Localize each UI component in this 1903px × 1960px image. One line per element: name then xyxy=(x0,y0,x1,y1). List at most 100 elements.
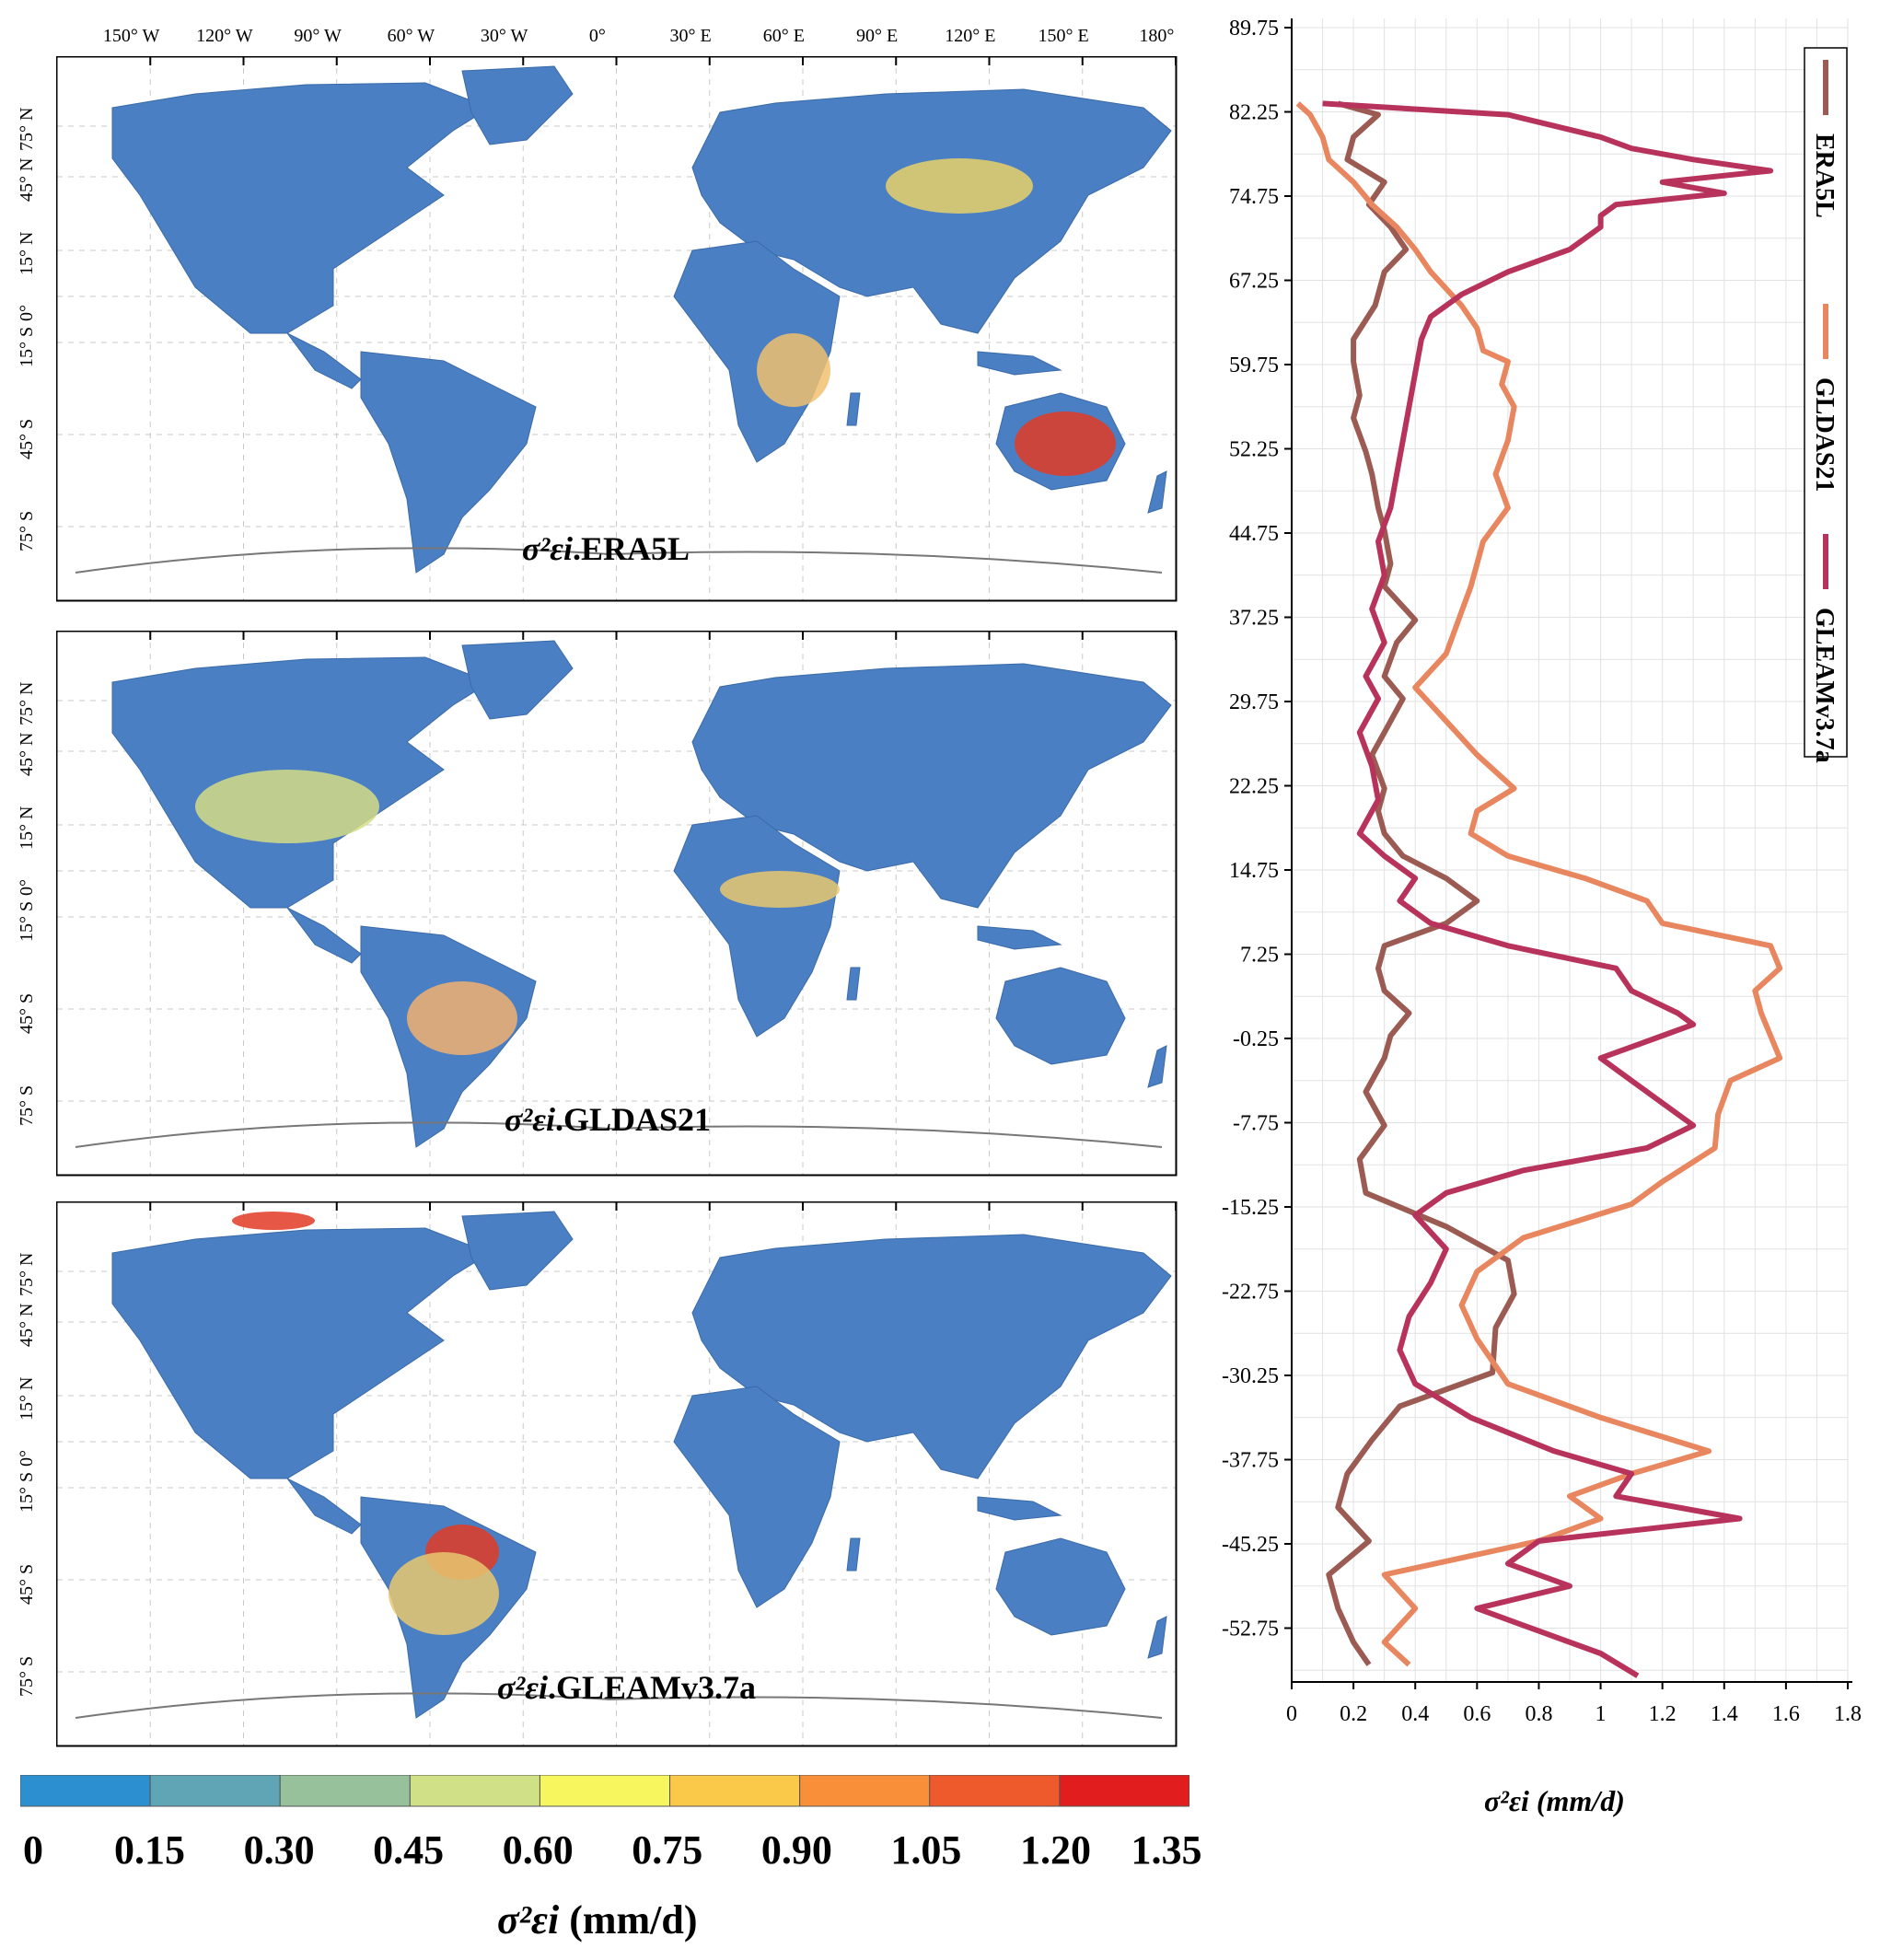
y-tick-label: 7.25 xyxy=(1240,944,1279,968)
longitude-tick-label: 150° W xyxy=(102,26,160,46)
colorbar-tick-label: 0.90 xyxy=(760,1827,832,1873)
latitude-tick-label: 15° S xyxy=(17,326,37,367)
colorbar-swatch xyxy=(1059,1775,1189,1807)
latitude-tick-label: 15° N xyxy=(17,806,37,850)
longitude-tick-label: 150° E xyxy=(1038,26,1089,46)
chart-legend: ERA5L GLDAS21 GLEAMv3.7a xyxy=(1804,47,1848,763)
greenland-landmass xyxy=(461,65,574,145)
central-america-landmass xyxy=(286,907,362,964)
longitude-tick-label: 60° W xyxy=(387,26,435,46)
caption-name: .ERA5L xyxy=(572,530,690,567)
colorbar-title: σ²εi (mm/d) xyxy=(497,1896,698,1943)
legend-box xyxy=(1804,47,1848,758)
latitude-tick-label: 0° xyxy=(17,879,37,896)
madagascar-landmass xyxy=(846,1537,861,1571)
map-panel-gldas21 xyxy=(56,631,1178,1177)
longitude-tick-label: 120° E xyxy=(945,26,996,46)
y-tick-label: -22.75 xyxy=(1222,1281,1279,1305)
caption-symbol: σ²εi xyxy=(505,1101,555,1138)
x-tick-label: 0.8 xyxy=(1525,1702,1552,1726)
latitude-tick-label: 45° S xyxy=(17,418,37,459)
indonesia-landmass xyxy=(977,925,1062,950)
high-variance-region xyxy=(1015,412,1116,476)
antarctica-coastline xyxy=(75,1692,1163,1719)
x-tick-label: 1 xyxy=(1596,1702,1607,1726)
latitude-tick-label: 15° N xyxy=(17,231,37,275)
y-tick-label: 67.25 xyxy=(1229,270,1279,294)
y-tick-label: 37.25 xyxy=(1229,607,1279,631)
colorbar-swatch xyxy=(149,1775,281,1807)
latitude-tick-label: 15° S xyxy=(17,900,37,942)
series-line-gleamv37a xyxy=(1322,100,1774,1678)
latitude-tick-label: 15° N xyxy=(17,1376,37,1421)
latitude-tick-label: 75° N xyxy=(17,107,37,151)
x-tick-label: 1.4 xyxy=(1711,1702,1738,1726)
y-tick-label: 82.25 xyxy=(1229,101,1279,125)
antarctica-coastline xyxy=(75,1121,1163,1148)
x-tick-label: 1.8 xyxy=(1834,1702,1862,1726)
latitude-tick-label: 0° xyxy=(17,305,37,321)
chart-x-axis-label: σ²εi (mm/d) xyxy=(1484,1784,1625,1818)
longitude-tick-label: 60° E xyxy=(762,26,805,46)
map-content xyxy=(57,57,1176,600)
longitude-tick-label: 120° W xyxy=(196,26,253,46)
legend-label: GLDAS21 xyxy=(1810,377,1839,492)
latitude-tick-label: 45° N xyxy=(17,157,37,202)
new-zealand-landmass xyxy=(1147,470,1167,514)
map-content xyxy=(57,632,1176,1175)
y-tick-label: 44.75 xyxy=(1229,522,1279,546)
high-variance-region xyxy=(886,158,1033,214)
x-tick-label: 1.2 xyxy=(1649,1702,1677,1726)
x-tick-label: 0 xyxy=(1286,1702,1297,1726)
latitude-tick-label: 75° N xyxy=(17,1252,37,1296)
north-america-landmass xyxy=(111,82,492,334)
y-tick-label: 89.75 xyxy=(1229,17,1279,41)
map-panel-era5l xyxy=(56,56,1178,602)
colorbar-swatch xyxy=(929,1775,1061,1807)
colorbar-tick-label: 0.30 xyxy=(243,1827,315,1873)
y-tick-label: 74.75 xyxy=(1229,185,1279,209)
antarctica-coastline xyxy=(75,547,1163,574)
madagascar-landmass xyxy=(846,967,861,1001)
panel-caption-era5l: σ²εi.ERA5L xyxy=(522,529,690,568)
latitude-tick-label: 45° N xyxy=(17,732,37,776)
south-america-landmass xyxy=(360,351,537,574)
colorbar-swatch xyxy=(20,1775,151,1807)
africa-landmass xyxy=(673,1386,841,1608)
series-line-gldas21 xyxy=(1295,101,1783,1667)
map-content xyxy=(57,1202,1176,1745)
legend-label: GLEAMv3.7a xyxy=(1810,608,1839,763)
high-variance-region xyxy=(757,333,830,407)
legend-label: ERA5L xyxy=(1810,133,1839,218)
caption-symbol: σ²εi xyxy=(497,1669,548,1706)
colorbar-tick-label: 1.35 xyxy=(1131,1827,1202,1873)
colorbar-swatch xyxy=(669,1775,801,1807)
madagascar-landmass xyxy=(846,392,861,426)
central-america-landmass xyxy=(286,332,362,389)
colorbar-tick-label: 0 xyxy=(23,1827,43,1873)
x-tick-label: 0.4 xyxy=(1401,1702,1429,1726)
y-tick-label: -15.25 xyxy=(1222,1196,1279,1220)
series-line-era5l xyxy=(1326,100,1517,1666)
y-tick-label: -37.75 xyxy=(1222,1449,1279,1473)
latitude-tick-label: 45° S xyxy=(17,1563,37,1605)
x-tick-label: 1.6 xyxy=(1772,1702,1800,1726)
latitude-tick-label: 75° S xyxy=(17,510,37,551)
y-tick-label: 22.25 xyxy=(1229,775,1279,799)
x-axis-label-unit: (mm/d) xyxy=(1536,1784,1625,1817)
australia-landmass xyxy=(995,1537,1126,1636)
africa-landmass xyxy=(673,815,841,1038)
y-tick-label: 29.75 xyxy=(1229,690,1279,714)
caption-symbol: σ²εi xyxy=(522,530,573,567)
africa-landmass xyxy=(673,240,841,463)
latitude-tick-label: 75° S xyxy=(17,1084,37,1126)
greenland-landmass xyxy=(461,640,574,720)
latitude-tick-label: 75° N xyxy=(17,681,37,725)
latitude-profile-chart: 89.75 82.25 74.75 67.25 59.75 52.25 44.75 37.25… xyxy=(1222,17,1862,1726)
longitude-tick-label: 0° xyxy=(588,26,606,46)
indonesia-landmass xyxy=(977,351,1062,376)
latitude-tick-label: 45° S xyxy=(17,992,37,1034)
high-variance-region xyxy=(720,871,840,908)
latitude-tick-label: 75° S xyxy=(17,1655,37,1697)
y-tick-label: 59.75 xyxy=(1229,354,1279,377)
